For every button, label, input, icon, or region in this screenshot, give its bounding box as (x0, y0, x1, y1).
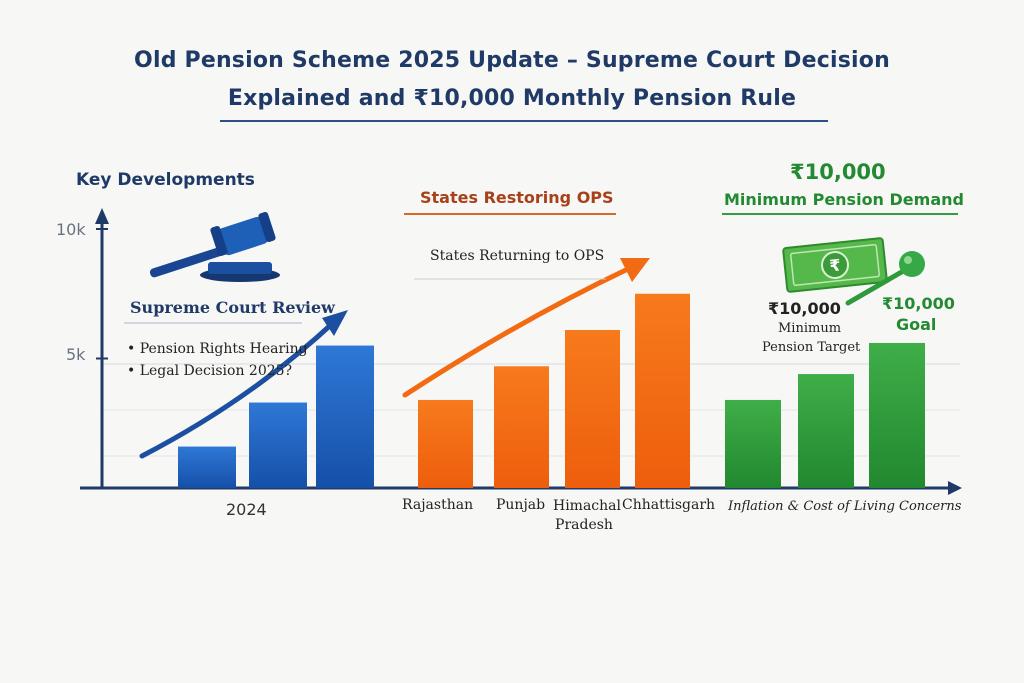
bar-series-1-2 (249, 402, 307, 488)
x-category-label-2024: 2024 (226, 500, 267, 519)
states-restoring-ops-heading: States Restoring OPS (420, 188, 614, 207)
bar-series-2-2 (494, 366, 549, 488)
states-returning-label: States Returning to OPS (430, 248, 605, 264)
bar-series-2-1 (418, 399, 473, 488)
blue-trend-arrowhead (322, 310, 348, 336)
chart-title-line-1: Old Pension Scheme 2025 Update – Supreme… (134, 48, 890, 73)
x-category-label-chhattisgarh: Chhattisgarh (622, 497, 716, 513)
x-category-label-rajasthan: Rajasthan (402, 497, 474, 513)
key-developments-heading: Key Developments (76, 170, 255, 190)
chart-title-line-2: Explained and ₹10,000 Monthly Pension Ru… (227, 86, 797, 111)
blue-trend-arrow-icon (139, 319, 337, 459)
green-amount-heading: ₹10,000 (790, 160, 886, 184)
y-tick-label-5k: 5k (66, 345, 86, 364)
bar-series-3-2 (798, 374, 854, 488)
orange-trend-arrow-icon (402, 265, 633, 398)
bar-series-1-3 (316, 345, 374, 488)
x-category-label-punjab: Punjab (496, 497, 546, 513)
bullet-legal-decision: • Legal Decision 2025? (127, 363, 293, 379)
y-axis-arrowhead (95, 208, 109, 224)
bar-series-1-1 (178, 446, 236, 488)
target-label-pension-target: Pension Target (762, 340, 861, 355)
bar-series-3-3 (869, 342, 925, 488)
x-category-label-himachal: Himachal Pradesh (553, 498, 621, 533)
target-label-minimum: Minimum (778, 321, 842, 336)
bullet-pension-rights-hearing: • Pension Rights Hearing (127, 341, 308, 357)
y-tick-label-10k: 10k (56, 220, 86, 239)
bar-series-2-3 (565, 330, 620, 488)
orange-trend-arrowhead (620, 258, 650, 282)
bar-series-3-1 (725, 399, 781, 488)
pushpin-icon (845, 251, 925, 306)
bars-group (178, 293, 925, 488)
supreme-court-review-label: Supreme Court Review (130, 298, 335, 317)
target-amount-label: ₹10,000 (768, 299, 841, 318)
y-tick-group (96, 228, 108, 360)
gavel-icon (149, 211, 280, 282)
x-axis-arrowhead (948, 481, 962, 495)
goal-label: Goal (896, 315, 937, 334)
inflation-caption: Inflation & Cost of Living Concerns (728, 499, 962, 514)
title-underline (220, 120, 828, 122)
minimum-pension-demand-heading: Minimum Pension Demand (724, 190, 964, 209)
svg-text:₹: ₹ (829, 255, 842, 275)
goal-amount-label: ₹10,000 (882, 294, 955, 313)
rupee-banknote-icon: ₹ (782, 237, 888, 293)
bar-series-2-4 (635, 293, 690, 488)
